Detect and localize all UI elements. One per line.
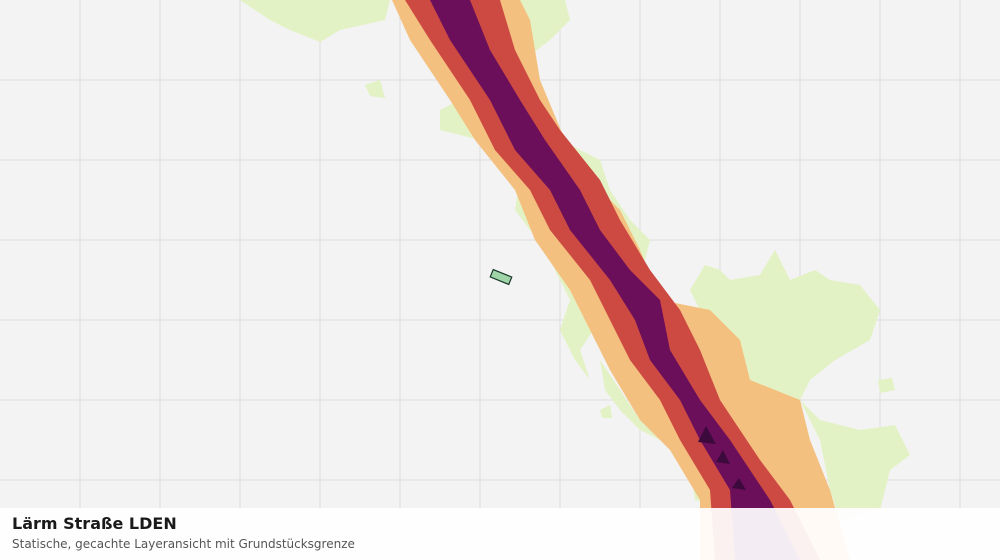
map-title: Lärm Straße LDEN [12,514,177,533]
parcel-boundary[interactable] [489,268,513,286]
noise-zone-very-high [430,0,800,560]
noise-peaks [698,426,746,490]
map-subtitle: Statische, gecachte Layeransicht mit Gru… [12,537,355,551]
caption-bar [0,508,1000,560]
